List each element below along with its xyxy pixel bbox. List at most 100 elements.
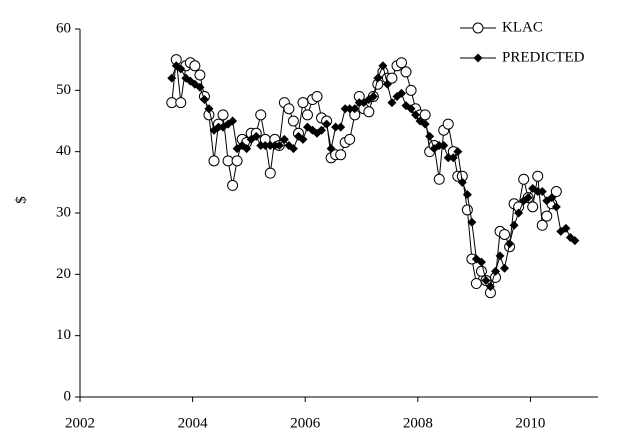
y-tick-label: 0: [64, 388, 72, 404]
point: [217, 109, 229, 121]
point: [386, 72, 398, 84]
point: [405, 84, 417, 96]
x-tick-label: 2006: [290, 415, 321, 431]
point: [194, 69, 206, 81]
y-tick-label: 60: [56, 20, 71, 36]
point: [222, 155, 234, 167]
point: [491, 266, 501, 276]
point: [500, 263, 510, 273]
point: [270, 141, 280, 151]
legend-marker: [473, 53, 483, 63]
point: [387, 98, 397, 108]
point: [354, 98, 364, 108]
point: [434, 141, 444, 151]
point: [495, 251, 505, 261]
point: [457, 177, 467, 187]
point: [406, 104, 416, 114]
point: [363, 106, 375, 118]
point: [297, 97, 309, 109]
x-tick-label: 2008: [403, 415, 433, 431]
point: [453, 147, 463, 157]
point: [499, 228, 511, 240]
y-tick-label: 20: [56, 266, 71, 282]
point: [442, 118, 454, 130]
point: [561, 223, 571, 233]
point: [396, 88, 406, 98]
point: [485, 282, 495, 292]
point: [476, 257, 486, 267]
legend-marker: [472, 22, 484, 34]
point: [256, 141, 266, 151]
point: [570, 236, 580, 246]
point: [470, 278, 482, 290]
point: [331, 122, 341, 132]
point: [532, 170, 544, 182]
point: [251, 131, 261, 141]
legend-label: KLAC: [502, 19, 543, 35]
x-tick-label: 2004: [178, 415, 209, 431]
point: [322, 119, 332, 129]
point: [287, 115, 299, 127]
point: [400, 66, 412, 78]
point: [481, 275, 491, 285]
point: [462, 190, 472, 200]
point: [214, 122, 224, 132]
x-tick-label: 2002: [65, 415, 95, 431]
point: [189, 60, 201, 72]
y-tick-label: 30: [56, 204, 71, 220]
point: [336, 122, 346, 132]
y-axis-label: $: [13, 196, 29, 204]
point: [541, 210, 553, 222]
point: [288, 144, 298, 154]
point: [335, 149, 347, 161]
point: [533, 187, 543, 197]
point: [518, 173, 530, 185]
point: [420, 119, 430, 129]
point: [326, 144, 336, 154]
point: [505, 239, 515, 249]
point: [301, 109, 313, 121]
point: [264, 167, 276, 179]
point: [265, 141, 275, 151]
point: [448, 153, 458, 163]
point: [228, 116, 238, 126]
point: [467, 217, 477, 227]
point: [317, 125, 327, 135]
point: [547, 193, 557, 203]
point: [167, 73, 177, 83]
point: [199, 95, 209, 105]
point: [368, 91, 378, 101]
point: [311, 90, 323, 102]
point: [345, 104, 355, 114]
y-tick-label: 10: [56, 327, 71, 343]
point: [514, 208, 524, 218]
point: [283, 103, 295, 115]
point: [166, 97, 178, 109]
point: [433, 173, 445, 185]
point: [425, 131, 435, 141]
point: [176, 64, 186, 74]
point: [550, 186, 562, 198]
point: [551, 202, 561, 212]
point: [260, 141, 270, 151]
point: [527, 201, 539, 213]
point: [204, 104, 214, 114]
point: [411, 110, 421, 120]
legend-label: PREDICTED: [502, 49, 585, 65]
point: [255, 109, 267, 121]
point: [227, 179, 239, 191]
point: [536, 219, 548, 231]
point: [274, 141, 284, 151]
point: [340, 104, 350, 114]
point: [378, 61, 388, 71]
point: [242, 144, 252, 154]
point: [208, 155, 220, 167]
point: [395, 57, 407, 69]
point: [443, 153, 453, 163]
point: [231, 155, 243, 167]
point: [509, 220, 519, 230]
point: [175, 97, 187, 109]
point: [439, 141, 449, 151]
point: [344, 133, 356, 145]
